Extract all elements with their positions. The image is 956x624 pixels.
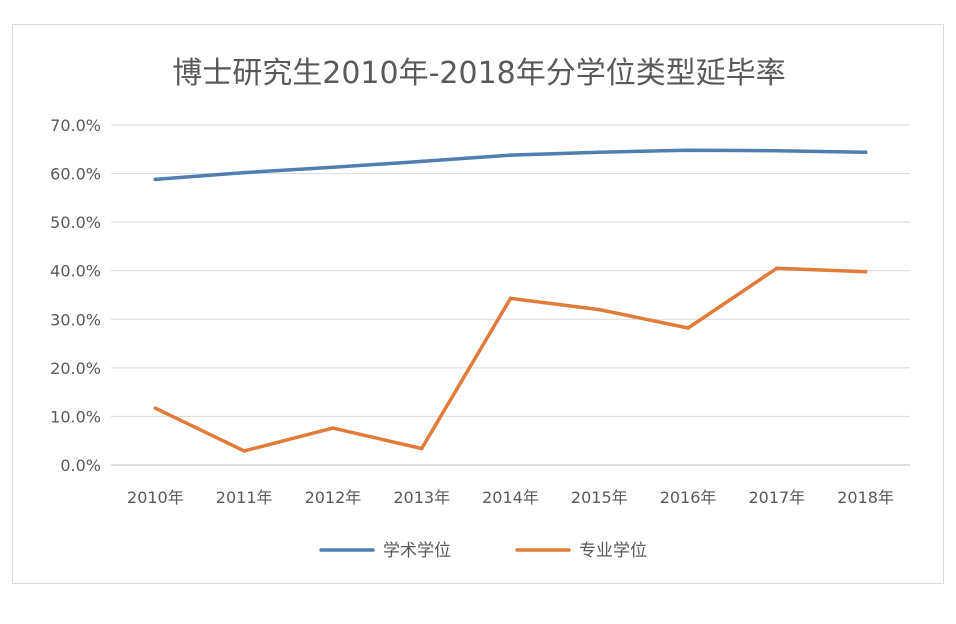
data-point	[419, 159, 424, 164]
data-point	[775, 266, 779, 271]
x-tick-label: 2017年	[748, 488, 805, 507]
legend-item-1[interactable]: 学术学位	[319, 541, 451, 561]
data-point	[597, 150, 602, 154]
chart-frame: 博士研究生2010年-2018年分学位类型延毕率 0.0% 10.0% 20.0% 3…	[12, 24, 944, 584]
data-point	[686, 148, 690, 153]
data-point	[242, 170, 246, 175]
chart-title: 博士研究生2010年-2018年分学位类型延毕率	[172, 56, 786, 91]
data-point	[863, 269, 868, 274]
data-point	[419, 446, 424, 451]
gridlines	[111, 124, 910, 466]
y-tick-label: 20.0%	[50, 359, 101, 378]
y-tick-label: 40.0%	[50, 262, 101, 281]
data-point	[242, 449, 246, 453]
data-point	[508, 296, 513, 301]
series-lines	[153, 148, 868, 453]
legend-label: 学术学位	[383, 541, 451, 561]
x-axis-ticks: 2010年 2011年 2012年 2013年 2014年 2015年 2016年 2017年…	[127, 488, 894, 507]
x-tick-label: 2014年	[482, 488, 539, 507]
x-tick-label: 2018年	[837, 488, 894, 507]
y-axis-ticks: 0.0% 10.0% 20.0% 30.0% 40.0% 50.0% 60.0% 70.0%	[50, 116, 101, 475]
y-tick-label: 30.0%	[50, 310, 101, 329]
legend-item-2[interactable]: 专业学位	[515, 541, 647, 561]
data-point	[331, 165, 335, 170]
x-tick-label: 2012年	[305, 488, 362, 507]
data-point	[597, 307, 602, 312]
y-tick-label: 50.0%	[50, 213, 101, 232]
data-point	[331, 426, 335, 430]
line-chart: 博士研究生2010年-2018年分学位类型延毕率 0.0% 10.0% 20.0% 3…	[50, 56, 910, 561]
x-tick-label: 2015年	[571, 488, 628, 507]
x-tick-label: 2013年	[393, 488, 450, 507]
data-point	[775, 148, 779, 153]
y-tick-label: 60.0%	[50, 165, 101, 184]
data-point	[508, 153, 513, 157]
legend[interactable]: 学术学位 专业学位	[319, 541, 647, 561]
x-tick-label: 2016年	[660, 488, 717, 507]
series-line-2	[153, 266, 868, 453]
y-tick-label: 0.0%	[60, 456, 101, 475]
data-point	[686, 326, 690, 330]
data-point	[153, 177, 158, 182]
data-point	[153, 406, 158, 410]
y-tick-label: 70.0%	[50, 116, 101, 135]
legend-label: 专业学位	[579, 541, 647, 561]
x-tick-label: 2010年	[127, 488, 184, 507]
data-point	[863, 150, 868, 154]
y-tick-label: 10.0%	[50, 407, 101, 426]
x-tick-label: 2011年	[216, 488, 273, 507]
